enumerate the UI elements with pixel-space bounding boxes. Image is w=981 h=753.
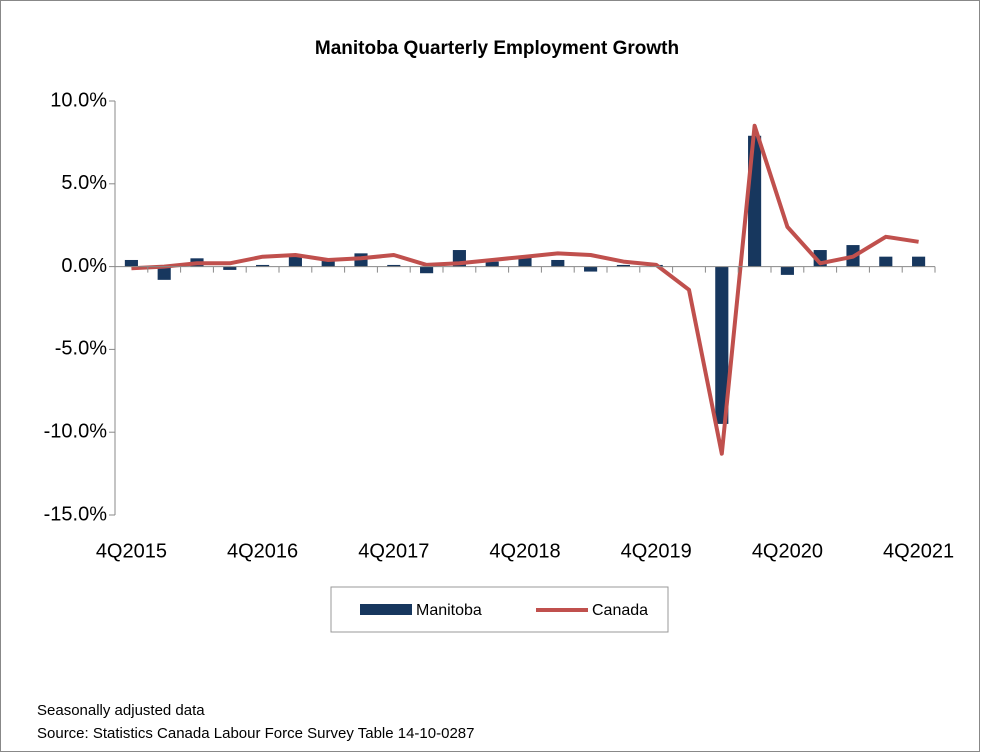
- line: [131, 123, 919, 456]
- note: Seasonally adjusted data: [37, 702, 205, 719]
- x-tick-label: 4Q2016: [227, 540, 298, 562]
- legend-label: Manitoba: [416, 602, 482, 619]
- y-tick-label: -15.0%: [44, 503, 108, 525]
- y-tick-label: -10.0%: [44, 420, 108, 442]
- bar: [256, 264, 270, 267]
- note: Source: Statistics Canada Labour Force S…: [37, 725, 474, 742]
- bar: [518, 256, 532, 267]
- bar: [485, 261, 499, 267]
- bar: [223, 266, 237, 270]
- x-tick-label: 4Q2017: [358, 540, 429, 562]
- x-tick-label: 4Q2018: [489, 540, 560, 562]
- bar: [420, 266, 434, 274]
- x-tick-label: 4Q2020: [752, 540, 823, 562]
- bar: [124, 259, 138, 267]
- bar: [551, 259, 565, 267]
- bar: [288, 256, 302, 267]
- x-tick-label: 4Q2021: [883, 540, 954, 562]
- y-tick-label: 0.0%: [61, 255, 107, 277]
- bar: [616, 264, 630, 267]
- y-tick-label: 5.0%: [61, 172, 107, 194]
- chart-title: Manitoba Quarterly Employment Growth: [315, 38, 679, 59]
- bar: [912, 256, 926, 267]
- bar: [780, 266, 794, 275]
- bar: [584, 266, 598, 272]
- bar: [321, 258, 335, 267]
- bar: [387, 264, 401, 267]
- x-tick-label: 4Q2019: [621, 540, 692, 562]
- y-tick-label: 10.0%: [50, 89, 107, 111]
- legend-swatch: [360, 604, 412, 615]
- bar: [715, 266, 729, 424]
- legend-label: Canada: [592, 602, 648, 619]
- bar: [879, 256, 893, 267]
- bar: [157, 266, 171, 280]
- x-tick-label: 4Q2015: [96, 540, 167, 562]
- y-tick-label: -5.0%: [55, 338, 107, 360]
